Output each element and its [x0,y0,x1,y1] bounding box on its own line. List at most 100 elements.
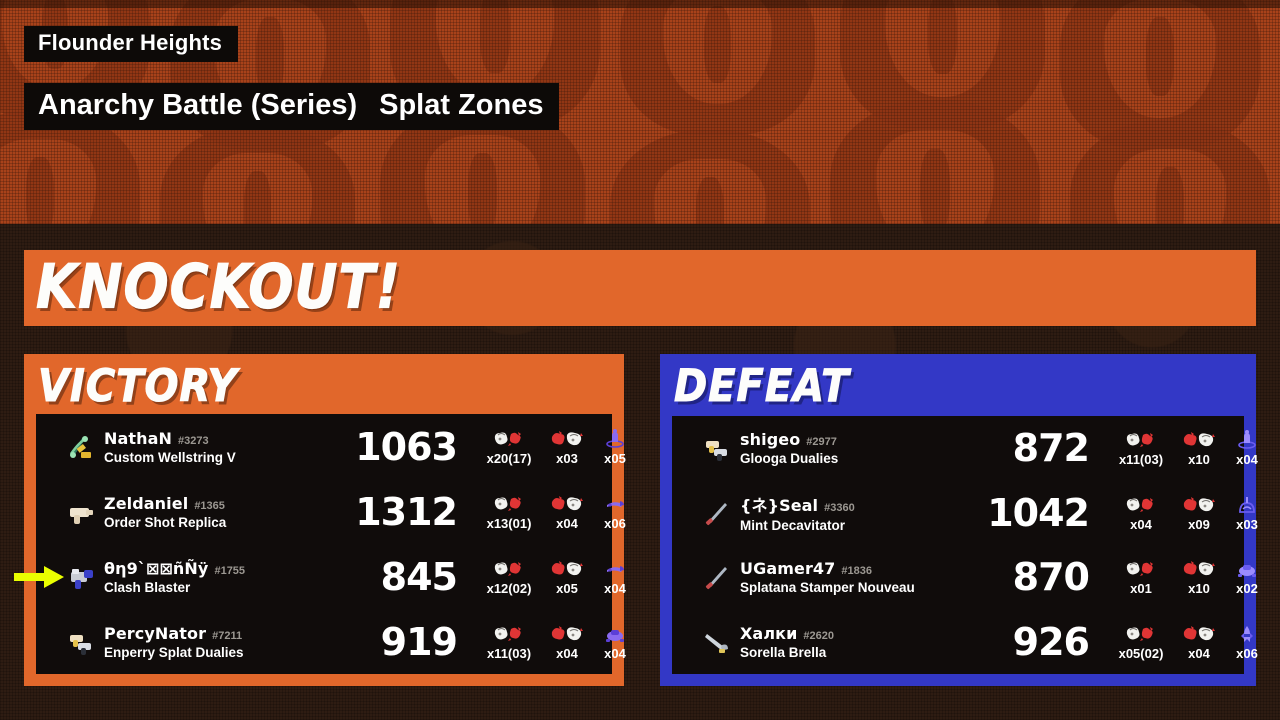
player-row: UGamer47 #1836 Splatana Stamper Nouveau 870… [672,545,1258,610]
player-score: 872 [1012,426,1090,471]
ink-vac-icon [1236,429,1258,451]
player-score: 870 [1012,555,1090,600]
splat-kill-icon [1124,429,1158,451]
deaths-stat: x03 [547,428,587,466]
player-tag: #2977 [806,436,837,449]
splat-kill-icon [1124,558,1158,580]
kills-stat: x04 [1111,494,1171,532]
deaths-value: x03 [556,450,578,466]
player-name: Zeldaniel [104,493,189,513]
brella-icon [700,625,734,659]
deaths-value: x10 [1188,452,1210,468]
kills-stat: x01 [1111,558,1171,596]
player-name: θη9`⊠⊠ñÑÿ [104,558,209,578]
player-weapon-name: Mint Decavitator [740,518,846,534]
ink-vac-icon [604,428,626,450]
player-stats: x01 x10 x02 [1111,558,1267,596]
kills-stat: x20(17) [479,428,539,466]
player-row: NathaN #3273 Custom Wellstring V 1063 x20(17… [36,414,626,479]
victory-panel: VICTORY NathaN #3273 Custom Wellstring V 10… [14,354,626,686]
kills-stat: x13(01) [479,493,539,531]
specials-stat: x04 [595,623,635,661]
knockout-banner: KNOCKOUT! [24,250,1256,326]
player-info: PercyNator #7211 Enperry Splat Dualies [104,624,329,660]
big-bubbler-icon [1236,494,1258,516]
kills-stat: x11(03) [1111,429,1171,467]
specials-value: x06 [1236,645,1258,661]
player-row: {ネ}Seal #3360 Mint Decavitator 1042 x04 x09 x0… [672,481,1258,546]
player-tag: #2620 [803,629,835,642]
player-name: UGamer47 [740,559,836,579]
mode-rule-label: Anarchy Battle (Series) Splat Zones [24,83,560,130]
battle-mode-text: Anarchy Battle (Series) [38,89,358,121]
player-score: 845 [380,554,458,599]
kills-value: x20(17) [486,450,532,466]
shooter-icon [64,495,98,529]
splat-death-icon [1182,494,1216,516]
deaths-value: x04 [556,645,578,661]
kills-value: x04 [1130,516,1152,532]
kills-value: x11(03) [1118,452,1164,468]
splat-kill-icon [1124,623,1158,645]
player-score: 1312 [355,489,458,534]
player-row: θη9`⊠⊠ñÑÿ #1755 Clash Blaster 845 x12(02) x05… [14,544,626,609]
deaths-stat: x05 [547,558,587,596]
deaths-stat: x10 [1179,558,1219,596]
player-info: Халки #2620 Sorella Brella [740,624,965,660]
specials-value: x04 [604,580,626,596]
defeat-panel: DEFEAT shigeo #2977 Glooga Dualies 872 x11(0… [660,354,1258,686]
player-stats: x05(02) x04 x06 [1111,623,1267,661]
player-tag: #1755 [214,564,246,577]
deaths-stat: x09 [1179,494,1219,532]
player-weapon-name: Sorella Brella [740,644,827,660]
player-name: NathaN [104,428,173,448]
splat-death-icon [1182,429,1216,451]
splatana-icon [700,496,734,530]
specials-value: x03 [1236,516,1258,532]
player-score: 1042 [987,490,1090,535]
player-row: Zeldaniel #1365 Order Shot Replica 1312 x13(… [36,479,626,544]
specials-stat: x06 [595,493,635,531]
splat-kill-icon [492,428,526,450]
splat-kill-icon [492,493,526,515]
kraken-royale-icon [604,558,626,580]
player-info: NathaN #3273 Custom Wellstring V [104,429,329,465]
player-weapon-name: Order Shot Replica [104,514,227,530]
dualies-icon [64,625,98,659]
specials-stat: x04 [1227,429,1267,467]
player-stats: x11(03) x10 x04 [1111,429,1267,467]
player-weapon-name: Custom Wellstring V [104,449,236,465]
deaths-stat: x04 [547,493,587,531]
player-name: PercyNator [104,623,207,643]
player-stats: x13(01) x04 x06 [479,493,635,531]
specials-value: x05 [604,450,626,466]
specials-stat: x04 [595,558,635,596]
splat-death-icon [550,428,584,450]
player-stats: x04 x09 x03 [1111,494,1267,532]
player-info: {ネ}Seal #3360 Mint Decavitator [740,492,965,533]
splat-death-icon [550,493,584,515]
specials-value: x04 [604,645,626,661]
kills-value: x11(03) [486,645,532,661]
player-score: 926 [1012,619,1090,664]
battle-rule-text: Splat Zones [379,89,544,121]
player-score: 919 [380,619,458,664]
deaths-value: x09 [1188,516,1210,532]
deaths-stat: x04 [547,623,587,661]
blaster-icon [64,560,98,594]
splat-death-icon [1182,623,1216,645]
splat-death-icon [550,623,584,645]
deaths-value: x05 [556,580,578,596]
player-row: Халки #2620 Sorella Brella 926 x05(02) x04 x06 [672,610,1258,675]
deaths-stat: x04 [1179,623,1219,661]
player-row: PercyNator #7211 Enperry Splat Dualies 919 x… [36,609,626,674]
kills-stat: x12(02) [479,558,539,596]
splat-kill-icon [1124,494,1158,516]
player-tag: #3273 [178,434,209,447]
specials-stat: x02 [1227,558,1267,596]
deaths-value: x04 [556,515,578,531]
player-name: Халки [740,623,798,643]
splat-death-icon [550,558,584,580]
player-name: shigeo [740,430,801,450]
